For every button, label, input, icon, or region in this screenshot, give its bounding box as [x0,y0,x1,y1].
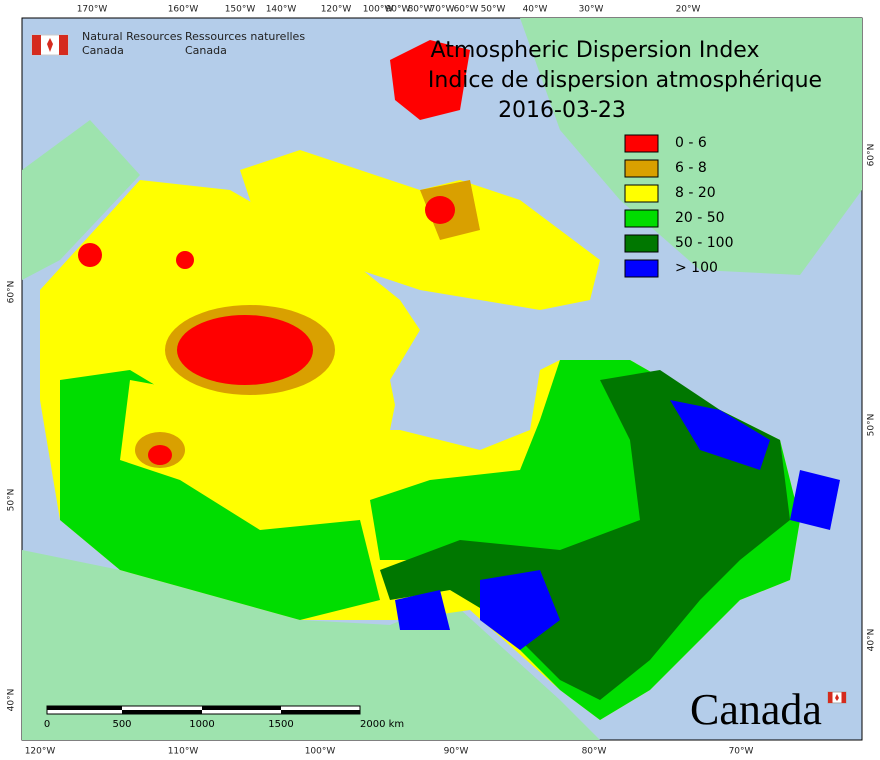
org-fr-2: Canada [185,44,227,57]
legend-label: 20 - 50 [675,210,725,226]
wordmark: Canada [690,685,822,734]
baffin-blob [425,196,455,224]
lat-label-right: 40°N [867,629,877,652]
logo [31,34,69,56]
legend-swatch [624,184,659,203]
lon-label-top: 60°W [454,5,479,15]
lon-label-bottom: 80°W [582,747,607,757]
newfoundland-blue [790,470,840,530]
lon-label-top: 80°W [408,5,433,15]
org-en-2: Canada [82,44,124,57]
lon-label-bottom: 110°W [168,747,199,757]
lon-label-top: 70°W [430,5,455,15]
lon-label-top: 150°W [225,5,256,15]
lat-label-left: 40°N [7,689,17,712]
title-date: 2016-03-23 [498,98,626,123]
scale-label: 1000 [189,719,214,730]
lon-label-bottom: 70°W [729,747,754,757]
legend-label: 6 - 8 [675,160,707,176]
scale-label: 2000 km [360,719,404,730]
lon-label-bottom: 100°W [305,747,336,757]
arctic-islands [240,150,600,310]
prairie-yellow [120,380,360,530]
legend-label: 0 - 6 [675,135,707,151]
usa [22,550,600,740]
lon-label-top: 120°W [321,5,352,15]
legend-label: > 100 [675,260,718,276]
lat-label-right: 60°N [867,144,877,167]
org-fr-1: Ressources naturelles [185,30,305,43]
lon-label-top: 40°W [523,5,548,15]
scale-label: 1500 [268,719,293,730]
lon-label-top: 90°W [386,5,411,15]
lon-label-top: 140°W [266,5,297,15]
org-en-1: Natural Resources [82,30,183,43]
ontario-blue [480,570,560,650]
labrador-blue [670,400,770,470]
lat-label-right: 50°N [867,414,877,437]
slave-red [177,315,313,385]
scale-bar [46,705,361,715]
lon-label-top: 170°W [77,5,108,15]
legend-swatch [624,159,659,178]
lon-label-top: 30°W [579,5,604,15]
lon-label-top: 160°W [168,5,199,15]
lon-label-top: 50°W [481,5,506,15]
scale-label: 500 [112,719,131,730]
east-darkgreen [380,370,790,700]
legend-swatch [624,134,659,153]
legend-label: 8 - 20 [675,185,716,201]
legend-label: 50 - 100 [675,235,734,251]
lon-label-top: 20°W [676,5,701,15]
wordmark-flag [827,691,847,704]
hudson-bay [390,330,540,450]
yukon-red [78,243,102,267]
legend-swatch [624,259,659,278]
lon-label-top: 100°W [363,5,394,15]
lon-label-bottom: 120°W [25,747,56,757]
legend-swatch [624,209,659,228]
lat-label-left: 50°N [7,489,17,512]
ellesmere [390,40,470,120]
scale-label: 0 [44,719,50,730]
lon-label-bottom: 90°W [444,747,469,757]
title-en: Atmospheric Dispersion Index [431,38,760,63]
greenland [520,18,862,275]
nwt-red [176,251,194,269]
legend-swatch [624,234,659,253]
alberta-red [148,445,172,465]
alaska [22,120,140,280]
title-fr: Indice de dispersion atmosphérique [428,68,822,93]
lat-label-left: 60°N [7,281,17,304]
lake-blue [395,590,450,630]
